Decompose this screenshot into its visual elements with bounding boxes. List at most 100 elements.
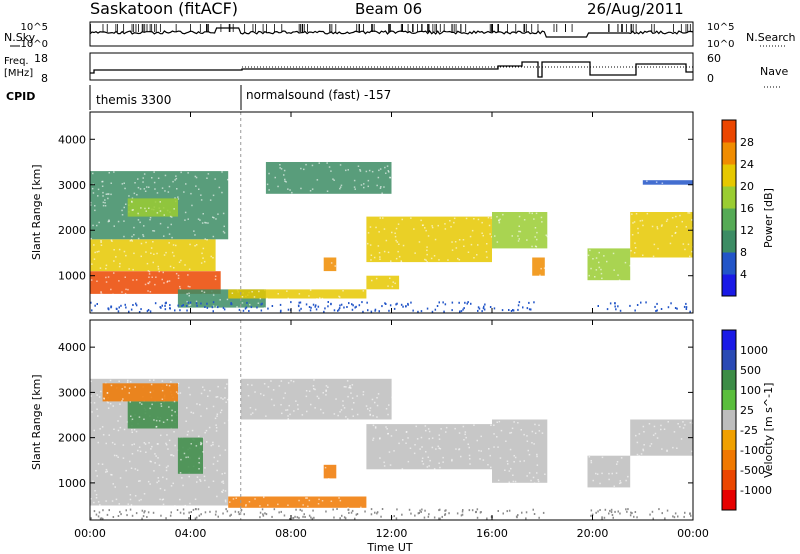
near-range-scatter: [226, 510, 229, 513]
colorbar-swatch: [722, 370, 736, 391]
speckle: [342, 404, 344, 407]
speckle: [203, 475, 206, 478]
speckle: [188, 475, 190, 478]
near-range-scatter: [462, 308, 464, 311]
colorbar-tick-label: -500: [740, 464, 765, 477]
near-range-scatter: [405, 305, 407, 308]
speckle: [688, 212, 691, 214]
speckle: [156, 252, 158, 255]
near-range-scatter: [460, 514, 463, 517]
speckle: [532, 476, 535, 479]
speckle: [90, 237, 92, 240]
near-range-scatter: [370, 508, 373, 511]
speckle: [145, 451, 147, 453]
speckle: [164, 489, 166, 491]
speckle: [653, 425, 656, 428]
near-range-scatter: [481, 310, 483, 313]
speckle: [351, 397, 354, 399]
speckle: [118, 380, 120, 382]
speckle: [216, 413, 219, 415]
near-range-scatter: [200, 302, 202, 305]
speckle: [424, 258, 426, 261]
near-range-scatter: [186, 305, 188, 307]
speckle: [641, 219, 644, 222]
near-range-scatter: [384, 302, 386, 305]
speckle: [675, 215, 677, 218]
speckle: [204, 221, 206, 224]
colorbar-frame: [721, 329, 737, 511]
speckle: [195, 445, 198, 447]
speckle: [510, 431, 513, 434]
near-range-scatter: [336, 508, 338, 510]
speckle: [600, 272, 603, 275]
speckle: [128, 268, 130, 270]
speckle: [386, 428, 388, 430]
speckle: [188, 292, 190, 295]
speckle: [305, 163, 307, 166]
near-range-scatter: [129, 508, 132, 511]
speckle: [528, 472, 531, 474]
speckle: [121, 183, 124, 185]
speckle: [480, 435, 482, 438]
speckle: [153, 181, 156, 184]
near-range-scatter: [289, 518, 291, 520]
near-range-scatter: [361, 301, 363, 304]
speckle: [398, 243, 400, 245]
speckle: [489, 454, 491, 457]
speckle: [197, 218, 200, 220]
near-range-scatter: [324, 307, 326, 310]
speckle: [681, 220, 683, 223]
speckle: [394, 235, 397, 238]
speckle: [589, 249, 591, 252]
speckle: [123, 428, 126, 431]
nsky-line: [89, 27, 694, 38]
speckle: [313, 379, 315, 381]
speckle: [130, 239, 133, 241]
speckle: [541, 432, 544, 434]
speckle: [101, 185, 104, 187]
near-range-scatter: [96, 303, 98, 305]
speckle: [309, 289, 312, 291]
near-range-scatter: [309, 309, 312, 312]
speckle: [153, 470, 155, 472]
near-range-scatter: [188, 511, 190, 514]
speckle: [365, 405, 368, 407]
speckle: [514, 456, 517, 459]
speckle: [330, 500, 333, 502]
speckle: [249, 303, 251, 306]
speckle: [322, 412, 325, 414]
speckle: [200, 392, 203, 395]
speckle: [229, 501, 231, 503]
near-range-scatter: [246, 301, 248, 304]
speckle: [541, 221, 543, 223]
speckle: [110, 182, 112, 184]
speckle: [172, 482, 174, 485]
speckle: [672, 446, 674, 449]
speckle: [160, 405, 163, 407]
colorbar-tick-label: 24: [740, 158, 754, 171]
speckle: [174, 505, 176, 507]
power-region-8: [366, 216, 492, 263]
speckle: [505, 440, 507, 442]
near-range-scatter: [312, 303, 315, 306]
speckle: [198, 435, 200, 438]
near-range-scatter: [323, 310, 325, 313]
speckle: [627, 475, 629, 478]
speckle: [410, 217, 412, 219]
speckle: [96, 251, 98, 253]
speckle: [107, 407, 110, 409]
speckle: [450, 226, 452, 228]
speckle: [175, 244, 177, 247]
speckle: [497, 479, 500, 482]
near-range-scatter: [238, 513, 240, 516]
speckle: [371, 170, 374, 173]
speckle: [383, 465, 386, 467]
near-range-scatter: [299, 301, 302, 304]
speckle: [221, 171, 223, 173]
speckle: [590, 461, 593, 464]
speckle: [117, 429, 120, 432]
speckle: [222, 489, 225, 491]
speckle: [251, 412, 254, 414]
near-range-scatter: [526, 307, 529, 310]
speckle: [99, 428, 101, 430]
